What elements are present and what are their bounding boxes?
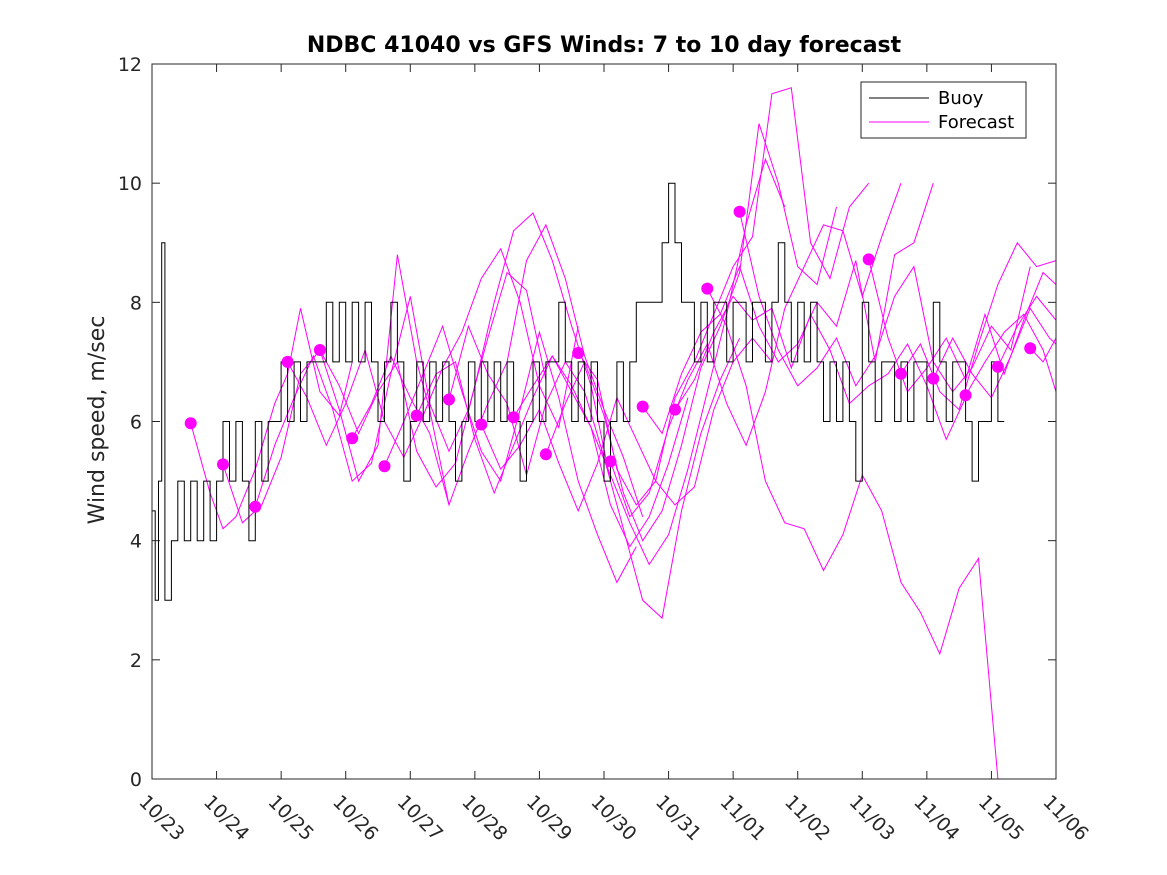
forecast-marker-14 [636,400,649,413]
forecast-marker-16 [701,282,714,295]
legend-label-buoy: Buoy [938,88,984,109]
forecast-marker-4 [313,344,326,356]
forecast-marker-10 [507,411,520,424]
plot-layer [152,87,1056,779]
y-tick-label-1: 2 [130,650,142,672]
forecast-run-line-4 [319,212,611,488]
forecast-run-line-2 [254,271,547,507]
forecast-marker-11 [539,448,552,461]
y-tick-label-0: 0 [130,769,142,791]
forecast-run-line-23 [1029,337,1056,363]
forecast-run-line-3 [287,247,579,459]
forecast-run-line-8 [448,324,741,620]
forecast-marker-13 [604,455,617,468]
legend-label-forecast: Forecast [938,112,1014,133]
forecast-marker-2 [249,500,262,513]
forecast-marker-12 [572,347,585,359]
forecast-run-line-10 [513,157,786,566]
forecast-marker-1 [217,458,229,471]
forecast-marker-9 [475,418,488,431]
forecast-run-line-16 [706,288,999,779]
forecast-marker-0 [184,417,197,430]
forecast-run-line-19 [900,241,1056,411]
forecast-marker-8 [443,393,455,406]
forecast-run-line-15 [674,295,967,441]
forecast-marker-15 [669,403,681,416]
forecast-marker-3 [281,355,294,368]
forecast-marker-24 [991,360,1004,373]
y-axis-label: Wind speed, m/sec [85,316,110,525]
forecast-marker-7 [410,409,423,422]
y-tick-label-4: 8 [130,292,142,314]
y-tick-label-6: 12 [118,54,142,76]
forecast-marker-6 [378,460,391,473]
forecast-marker-23 [959,389,972,402]
forecast-marker-20 [862,253,875,266]
forecast-run-line-12 [577,87,870,506]
forecast-marker-25 [1024,342,1037,355]
forecast-run-line-20 [932,307,1056,399]
y-tick-label-3: 6 [130,412,142,434]
forecast-run-line-5 [351,223,644,517]
y-tick-label-2: 4 [130,531,142,553]
legend-box [860,81,1027,139]
chart-title: NDBC 41040 vs GFS Winds: 7 to 10 day for… [307,33,902,58]
forecast-run-line-22 [997,295,1056,367]
forecast-marker-22 [927,372,940,385]
y-tick-label-5: 10 [118,173,142,195]
forecast-marker-17 [733,205,746,218]
forecast-run-line-0 [190,308,353,530]
forecast-run-line-11 [545,123,837,542]
buoy-line [152,182,1005,601]
forecast-marker-5 [346,432,359,445]
forecast-run-line-6 [384,324,637,584]
forecast-run-line-13 [610,183,902,518]
legend: Buoy Forecast [860,81,1027,139]
forecast-marker-21 [895,367,907,380]
forecast-run-line-9 [480,337,773,513]
forecast-run-line-14 [642,183,934,435]
series-group [152,87,1056,779]
